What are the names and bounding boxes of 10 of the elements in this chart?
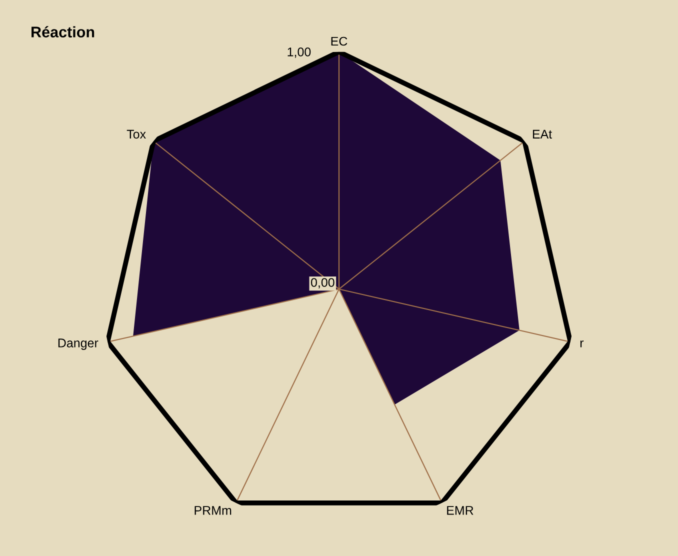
spoke-label: EMR: [447, 506, 474, 515]
chart-title: Réaction: [32, 26, 94, 38]
spoke-label: Tox: [126, 130, 146, 139]
spoke-label: EC: [331, 36, 348, 46]
spoke-label: Danger: [58, 338, 98, 350]
y-tick-label: 1,00: [288, 48, 311, 58]
spoke-label: r: [580, 340, 584, 348]
spoke-label: PRMm: [194, 506, 232, 515]
y-tick-label: 0,00: [310, 278, 334, 288]
spoke-label: EAt: [532, 130, 552, 139]
